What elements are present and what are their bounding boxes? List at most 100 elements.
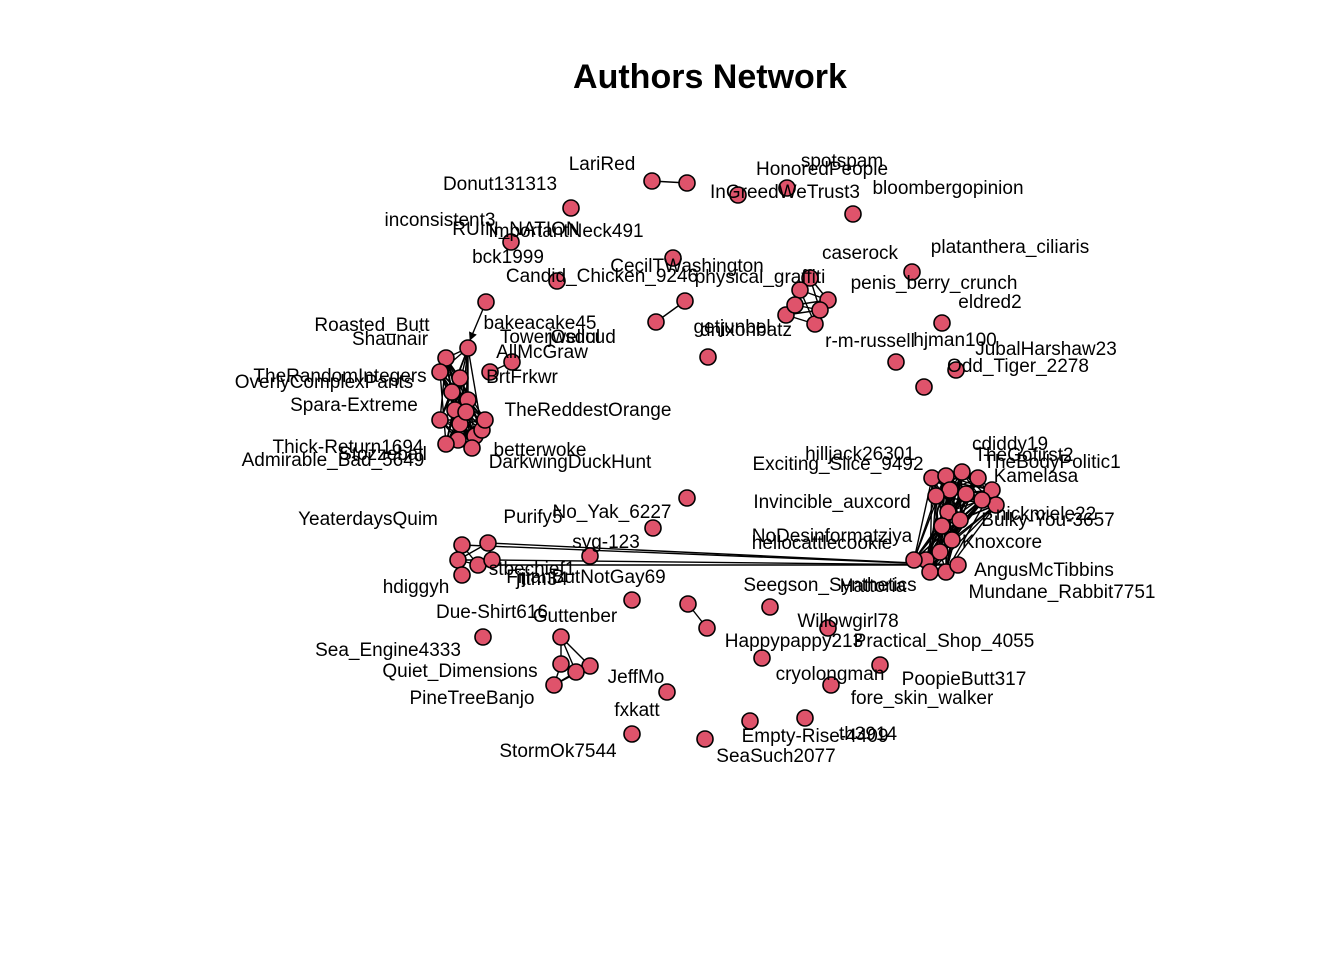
node-label: inconsistent3 <box>385 210 496 231</box>
node-label: FijianButNotGay69 <box>506 567 665 588</box>
node-label: Mundane_Rabbit7751 <box>969 582 1156 603</box>
node <box>658 683 676 701</box>
node-label: TowerOsdul <box>500 327 600 348</box>
node <box>778 179 796 197</box>
node <box>729 186 747 204</box>
node <box>545 676 563 694</box>
node-label: getjunbel <box>693 317 770 338</box>
node <box>481 363 499 381</box>
edge <box>487 539 959 566</box>
node-label: Exciting_Slice_9492 <box>752 454 923 475</box>
node-label: bloombergopinion <box>872 178 1023 199</box>
node-label: JeffMo <box>608 667 665 688</box>
node-label: AllMcGraw <box>496 342 588 363</box>
node <box>644 519 662 537</box>
node <box>443 383 461 401</box>
node <box>801 269 819 287</box>
node-label: Hattoria <box>840 576 907 597</box>
node-label: Spara-Extreme <box>290 395 418 416</box>
node-label: hjman100 <box>913 330 996 351</box>
node <box>678 174 696 192</box>
node <box>437 435 455 453</box>
node-label: BrtFrkwr <box>486 367 558 388</box>
node-label: hilljack26301 <box>805 444 915 465</box>
node <box>664 249 682 267</box>
node-label: Purify5 <box>503 507 562 528</box>
node-label: bakeacake45 <box>483 313 596 334</box>
node-label: dnixonbatz <box>700 320 792 341</box>
node <box>476 411 494 429</box>
node <box>933 517 951 535</box>
node-label: cdiddy19 <box>972 434 1048 455</box>
node-label: TheGofirst2 <box>974 445 1073 466</box>
node-label: Invincible_auxcord <box>753 492 910 513</box>
node-label: Shaunair <box>352 329 429 350</box>
node <box>562 199 580 217</box>
node-label: No_Yak_6227 <box>552 502 671 523</box>
nodes <box>431 172 1005 748</box>
node <box>502 233 520 251</box>
node-label: syg-123 <box>572 532 640 553</box>
node-label: DarkwingDuckHunt <box>489 452 652 473</box>
node-label: Empty-Rise-4409 <box>742 726 889 747</box>
edge <box>445 357 486 421</box>
node <box>451 369 469 387</box>
node-label: TheReddestOrange <box>505 400 672 421</box>
node <box>905 551 923 569</box>
node-label: Quiet_Dimensions <box>382 661 537 682</box>
node-label: cryolongman <box>776 664 885 685</box>
node-label: platanthera_ciliaris <box>931 237 1089 258</box>
node-label: AngusMcTibbins <box>974 560 1114 581</box>
node-label: Knoxcore <box>962 532 1042 553</box>
node-label: LariRed <box>569 154 636 175</box>
node <box>957 485 975 503</box>
node-label: TheBodyPolitic1 <box>983 452 1120 473</box>
node <box>483 551 501 569</box>
node <box>548 272 566 290</box>
node <box>973 491 991 509</box>
node-label: Seegson_Synthetics <box>743 575 916 596</box>
node <box>741 712 759 730</box>
node <box>796 709 814 727</box>
node-label: hdiggyh <box>383 577 450 598</box>
node-label: Admirable_Bad_5649 <box>242 450 425 471</box>
node-label: hellocattlecookie <box>752 533 892 554</box>
node <box>453 566 471 584</box>
node <box>676 292 694 310</box>
node <box>643 172 661 190</box>
node-label: Stozzeball <box>339 444 427 465</box>
node-label: Happypappy213 <box>725 631 863 652</box>
node-label: StormOk7544 <box>499 741 617 762</box>
node-label: Kamelasa <box>994 466 1079 487</box>
node <box>552 628 570 646</box>
node-label: Odd_Tiger_2278 <box>947 356 1089 377</box>
node-label: eldred2 <box>958 292 1021 313</box>
node-label: YeaterdaysQuim <box>298 509 438 530</box>
node <box>581 547 599 565</box>
node-label: NoDesinformatziya <box>752 526 913 547</box>
node <box>474 628 492 646</box>
node-label: Donut131313 <box>443 174 557 195</box>
node-label: JubalHarshaw23 <box>975 339 1117 360</box>
node <box>457 403 475 421</box>
node <box>819 619 837 637</box>
node <box>811 301 829 319</box>
node <box>453 536 471 554</box>
node <box>552 655 570 673</box>
node <box>698 619 716 637</box>
node <box>449 551 467 569</box>
node-label: penis_berry_crunch <box>851 273 1018 294</box>
chart-title: Authors Network <box>573 58 847 96</box>
node-label: fxkatt <box>614 700 660 721</box>
node-label: bck1999 <box>472 247 544 268</box>
node <box>903 263 921 281</box>
node <box>947 361 965 379</box>
node-label: OverlyComplexPants <box>235 372 413 393</box>
node <box>431 363 449 381</box>
edge <box>912 495 937 561</box>
node-label: Sea_Engine4333 <box>315 640 461 661</box>
node <box>887 353 905 371</box>
node <box>459 339 477 357</box>
node-label: InGreedWeTrust3 <box>710 182 860 203</box>
